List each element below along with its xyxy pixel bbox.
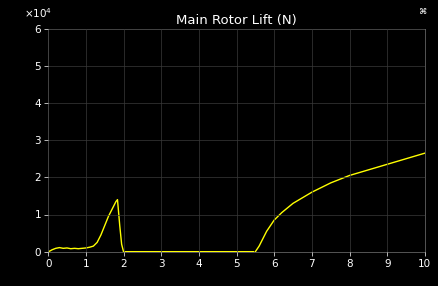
Text: ⌘: ⌘ — [419, 7, 427, 16]
Title: Main Rotor Lift (N): Main Rotor Lift (N) — [176, 14, 297, 27]
Text: $\times10^4$: $\times10^4$ — [24, 6, 52, 20]
